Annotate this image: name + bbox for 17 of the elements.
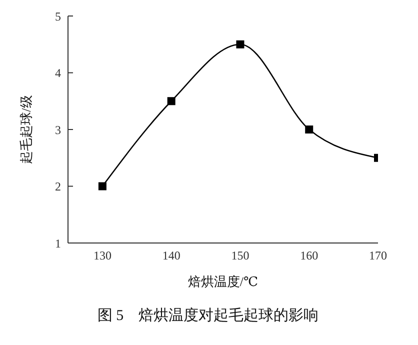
y-axis-title: 起毛起球/级 [18,95,34,164]
y-tick-label: 3 [55,122,61,137]
x-tick-label: 130 [93,248,112,263]
x-axis-title: 焙烘温度/℃ [188,274,258,289]
x-tick-label: 160 [300,248,318,263]
y-tick-label: 1 [55,236,61,250]
text: 图 5 焙烘温度对起毛起球的影响 [96,306,320,325]
x-tick-label: 140 [162,248,180,263]
point [167,97,176,106]
x-tick-label: 150 [231,248,250,263]
x-tick-label: 170 [369,248,387,263]
point [236,40,244,48]
y-tick-label: 5 [55,9,61,24]
y-tick-label: 2 [55,180,61,194]
point [305,126,314,134]
point [98,182,106,190]
y-tick-label: 4 [55,66,61,80]
